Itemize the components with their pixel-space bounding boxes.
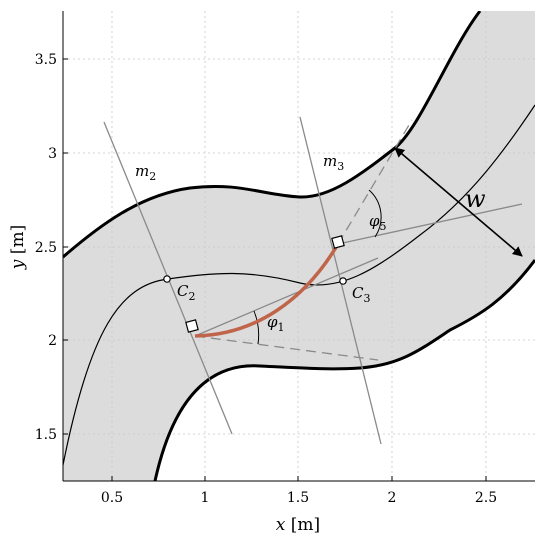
label-phi5: φ5 — [369, 212, 387, 233]
x-tick-label: 0.5 — [101, 490, 123, 506]
y-tick-label: 2 — [48, 333, 57, 349]
y-axis-ticks — [63, 58, 68, 435]
x-axis-ticks — [111, 476, 487, 481]
heading-line-start — [194, 257, 379, 337]
x-tick-label: 1.5 — [287, 490, 309, 506]
label-m2: m2 — [135, 162, 156, 183]
trajectory-end-marker — [331, 235, 345, 249]
trajectory-start-marker — [185, 319, 199, 333]
label-phi1: φ1 — [267, 313, 285, 334]
point-c2-marker — [163, 275, 171, 283]
x-tick-label: 2 — [388, 490, 397, 506]
road-lower-boundary — [153, 259, 535, 481]
y-axis-title: y [m] — [8, 225, 28, 270]
angle-arc-phi1 — [253, 310, 260, 345]
width-arrow — [394, 147, 523, 257]
point-c3-marker — [339, 277, 347, 285]
dashed-line-lower — [194, 335, 379, 361]
y-tick-label: 3.5 — [35, 52, 57, 68]
x-tick-label: 2.5 — [475, 490, 497, 506]
label-c3: C3 — [352, 284, 370, 305]
y-tick-label: 1.5 — [35, 427, 57, 443]
road-upper-boundary — [63, 11, 482, 259]
angle-arc-phi5 — [368, 189, 382, 238]
planned-trajectory — [194, 243, 340, 338]
y-tick-label: 2.5 — [35, 240, 57, 256]
x-axis-title: x [m] — [276, 515, 320, 535]
y-tick-label: 3 — [48, 146, 57, 162]
label-c2: C2 — [177, 282, 195, 303]
road-band — [63, 11, 535, 481]
label-road-width: w — [465, 185, 486, 213]
dashed-line-upper — [337, 119, 413, 245]
label-m3: m3 — [323, 152, 344, 173]
x-tick-label: 1 — [201, 490, 210, 506]
